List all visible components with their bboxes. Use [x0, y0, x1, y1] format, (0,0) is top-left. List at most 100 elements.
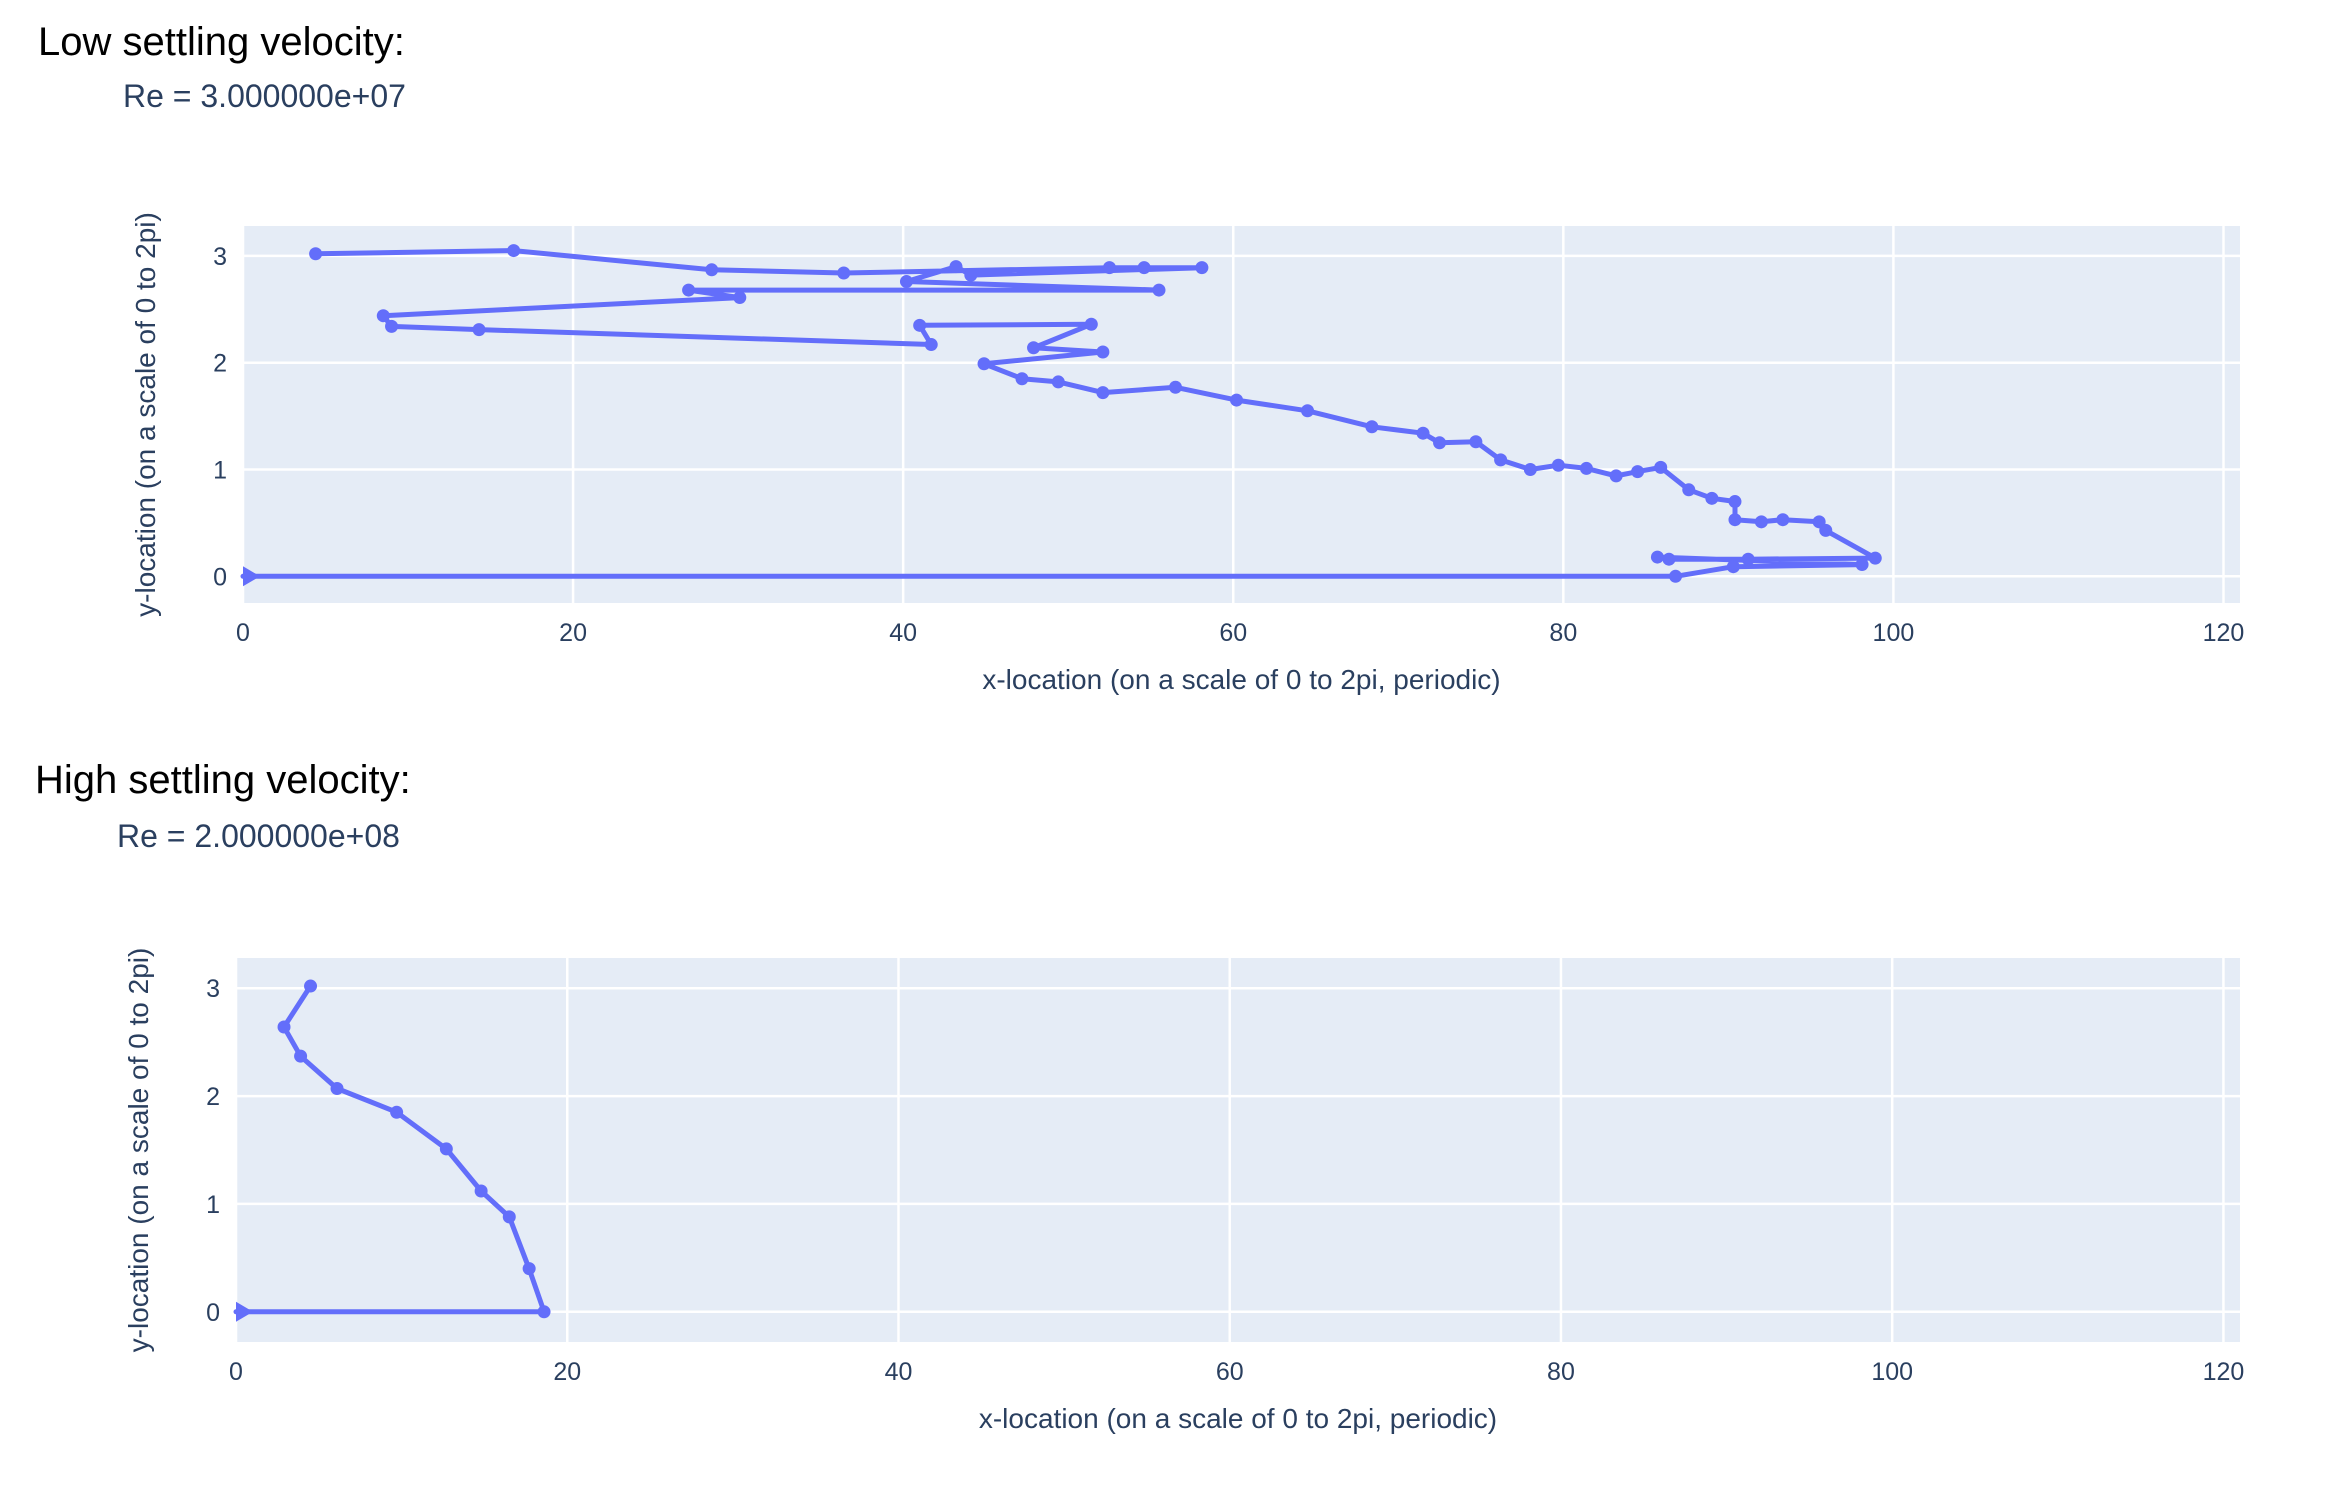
data-point-marker	[949, 260, 963, 274]
x-tick-label: 100	[1871, 1358, 1913, 1386]
data-point-marker	[507, 244, 521, 258]
data-point-marker	[1523, 463, 1537, 477]
y-tick-label: 2	[206, 1083, 220, 1111]
data-point-marker	[1579, 461, 1593, 475]
data-point-marker	[682, 283, 696, 297]
y-tick-label: 2	[213, 350, 227, 378]
data-point-marker	[1494, 453, 1508, 467]
data-point-marker	[1654, 460, 1668, 474]
data-point-marker	[1728, 495, 1742, 509]
data-point-marker	[1137, 261, 1151, 275]
data-point-marker	[924, 338, 938, 352]
data-point-marker	[537, 1305, 551, 1319]
x-tick-label: 20	[559, 619, 587, 647]
data-point-marker	[1015, 372, 1029, 386]
section-heading-low-settling: Low settling velocity:	[38, 20, 405, 64]
data-point-marker	[472, 323, 486, 337]
data-point-marker	[1726, 560, 1740, 574]
x-tick-label: 40	[885, 1358, 913, 1386]
data-point-marker	[1365, 420, 1379, 434]
y-tick-label: 0	[213, 563, 227, 591]
y-tick-label: 3	[206, 975, 220, 1003]
data-point-marker	[385, 319, 399, 333]
x-tick-label: 0	[229, 1358, 243, 1386]
data-point-marker	[1776, 513, 1790, 527]
data-point-marker	[1682, 483, 1696, 497]
data-point-marker	[1868, 551, 1882, 565]
data-point-marker	[1662, 552, 1676, 566]
data-point-marker	[376, 309, 390, 323]
data-point-marker	[1812, 515, 1826, 529]
chart-title-high-re: Re = 2.000000e+08	[117, 818, 400, 854]
data-point-marker	[1469, 435, 1483, 449]
data-point-marker	[1669, 569, 1683, 583]
data-point-marker	[1819, 523, 1833, 537]
data-point-marker	[309, 247, 323, 261]
trajectory-line	[240, 248, 1878, 579]
y-tick-label: 1	[206, 1191, 220, 1219]
trajectory-line	[233, 983, 547, 1315]
data-point-marker	[1416, 426, 1430, 440]
x-tick-label: 100	[1873, 619, 1915, 647]
x-tick-label: 120	[2203, 619, 2245, 647]
data-point-marker	[1230, 393, 1244, 407]
data-point-marker	[304, 979, 318, 993]
data-point-marker	[439, 1142, 453, 1156]
y-tick-label: 0	[206, 1299, 220, 1327]
data-point-marker	[1551, 458, 1565, 472]
plot-area	[243, 226, 2240, 603]
data-point-marker	[1705, 491, 1719, 505]
y-tick-label: 3	[213, 243, 227, 271]
y-axis-title: y-location (on a scale of 0 to 2pi)	[130, 212, 161, 617]
x-tick-label: 40	[889, 619, 917, 647]
data-point-marker	[390, 1105, 404, 1119]
x-axis-title: x-location (on a scale of 0 to 2pi, peri…	[979, 1403, 1497, 1434]
data-point-marker	[1609, 469, 1623, 483]
data-point-marker	[733, 291, 747, 305]
x-tick-label: 80	[1547, 1358, 1575, 1386]
data-point-marker	[1084, 317, 1098, 331]
x-tick-label: 60	[1219, 619, 1247, 647]
data-point-marker	[474, 1184, 488, 1198]
data-point-marker	[1433, 436, 1447, 450]
data-point-marker	[522, 1262, 536, 1276]
data-point-marker	[1096, 386, 1110, 400]
data-point-marker	[705, 263, 719, 277]
data-point-marker	[1741, 552, 1755, 566]
data-point-marker	[837, 266, 851, 280]
data-point-marker	[1855, 558, 1869, 572]
chart-title-low-re: Re = 3.000000e+07	[123, 78, 406, 114]
data-point-marker	[330, 1082, 344, 1096]
x-tick-label: 20	[553, 1358, 581, 1386]
plot-area	[236, 958, 2240, 1342]
data-point-marker	[1650, 550, 1664, 564]
data-point-marker	[1051, 375, 1065, 389]
data-point-marker	[1102, 261, 1116, 275]
x-axis-title: x-location (on a scale of 0 to 2pi, peri…	[982, 664, 1500, 695]
data-point-marker	[913, 318, 927, 332]
data-point-marker	[294, 1049, 308, 1063]
data-point-marker	[1631, 465, 1645, 479]
data-point-marker	[977, 357, 991, 371]
data-point-marker	[1096, 345, 1110, 359]
y-axis-title: y-location (on a scale of 0 to 2pi)	[123, 948, 154, 1353]
data-point-marker	[1027, 341, 1041, 355]
data-point-marker	[1168, 380, 1182, 394]
x-tick-label: 80	[1549, 619, 1577, 647]
data-point-marker	[1152, 283, 1166, 297]
x-tick-label: 120	[2203, 1358, 2245, 1386]
data-point-marker	[502, 1210, 516, 1224]
y-tick-label: 1	[213, 457, 227, 485]
data-point-marker	[1754, 515, 1768, 529]
section-heading-high-settling: High settling velocity:	[35, 758, 411, 802]
origin-start-marker	[243, 566, 260, 587]
origin-start-marker	[236, 1301, 253, 1322]
data-point-marker	[964, 268, 978, 282]
data-point-marker	[1728, 513, 1742, 527]
data-point-marker	[1301, 404, 1315, 418]
data-point-marker	[899, 275, 913, 289]
data-point-marker	[277, 1020, 291, 1034]
x-tick-label: 60	[1216, 1358, 1244, 1386]
